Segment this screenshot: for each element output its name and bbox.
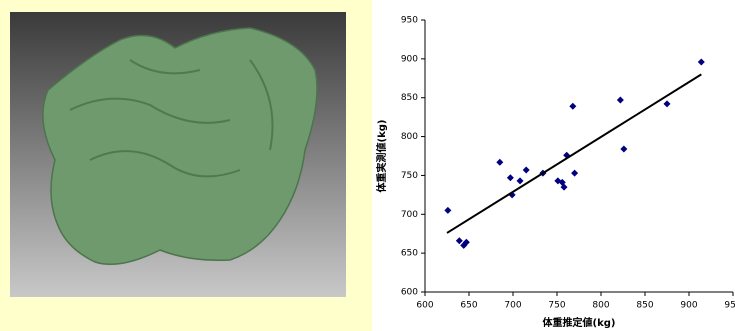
y-tick-label: 650 xyxy=(401,249,418,259)
x-axis-label: 体重推定値(kg) xyxy=(543,316,616,329)
y-tick-label: 600 xyxy=(401,288,418,298)
y-tick-label: 950 xyxy=(401,16,418,26)
y-tick-label: 800 xyxy=(401,132,418,142)
y-axis-label: 体重実測値(kg) xyxy=(375,120,388,193)
x-tick-label: 900 xyxy=(680,301,697,311)
x-tick-label: 650 xyxy=(460,301,477,311)
x-tick-label: 800 xyxy=(592,301,609,311)
y-tick-label: 700 xyxy=(401,210,418,220)
y-tick-label: 750 xyxy=(401,171,418,181)
page: 体重推定値(kg) 体重実測値(kg) 600 650 700 750 800 850 90… xyxy=(0,0,735,331)
y-tick-label: 900 xyxy=(401,54,418,64)
x-tick-label: 700 xyxy=(504,301,521,311)
x-tick-label: 850 xyxy=(636,301,653,311)
x-tick-label: 950 xyxy=(724,301,735,311)
x-tick-label: 750 xyxy=(548,301,565,311)
screen: 体重推定値(kg) 体重実測値(kg) 600 650 700 750 800 850 90… xyxy=(0,0,735,331)
y-tick-label: 850 xyxy=(401,93,418,103)
x-tick-label: 600 xyxy=(416,301,433,311)
